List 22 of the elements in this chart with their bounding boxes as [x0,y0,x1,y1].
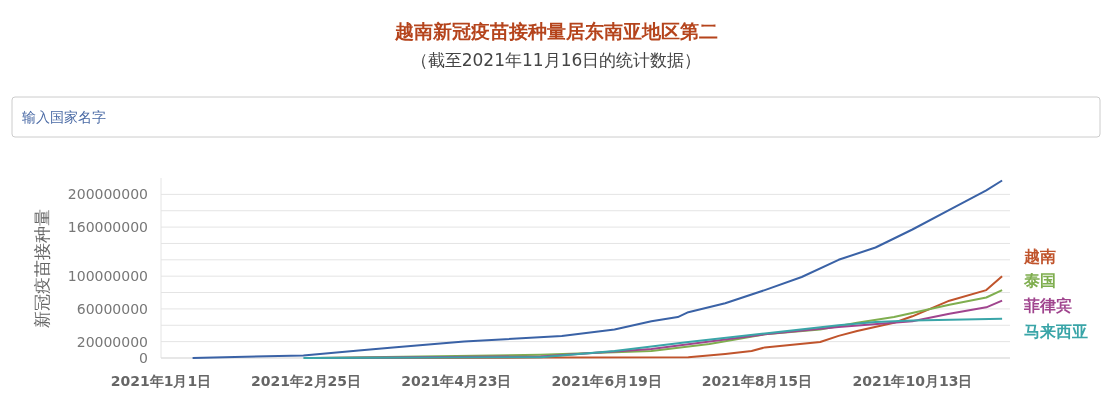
line-series [302,317,1004,359]
y-tick-label: 160000000 [67,219,148,236]
y-tick-label: 20000000 [76,333,148,350]
series-label: 马来西亚 [1024,322,1088,341]
y-axis-title: 新冠疫苗接种量 [32,208,52,328]
x-tick-label: 2021年6月19日 [551,373,662,389]
x-tick-label: 2021年2月25日 [250,373,362,389]
x-tick-label: 2021年8月15日 [701,373,812,389]
series-label: 泰国 [1023,271,1056,290]
chart-title: 越南新冠疫苗接种量居东南亚地区第二 [393,20,718,42]
text: 输入国家名字 [22,109,106,125]
series-label: 菲律宾 [1023,296,1072,315]
y-tick-label: 60000000 [76,300,148,317]
x-tick-label: 2021年1月1日 [110,373,212,389]
x-tick-label: 2021年10月13日 [852,373,973,389]
y-tick-label: 0 [139,350,148,366]
series-label: 越南 [1023,247,1056,266]
x-tick-label: 2021年4月23日 [401,373,512,389]
y-tick-label: 200000000 [67,186,148,203]
line-series [191,179,1004,359]
y-tick-label: 100000000 [67,268,148,285]
chart-subtitle: （截至2021年11月16日的统计数据） [410,50,702,70]
